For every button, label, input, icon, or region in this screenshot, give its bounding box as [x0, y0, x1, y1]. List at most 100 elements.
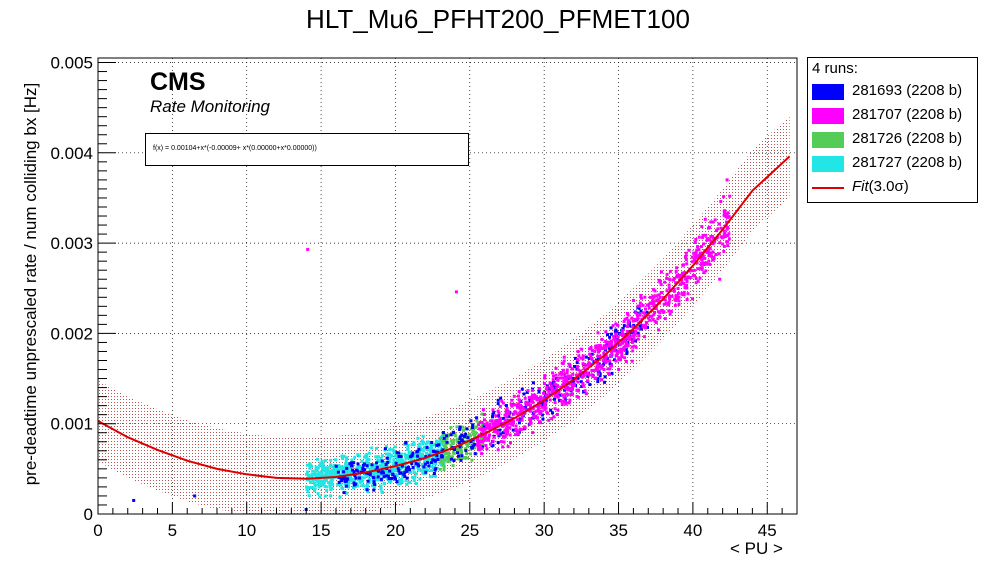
- data-point-1-273: [625, 312, 629, 315]
- data-point-3-378: [366, 490, 370, 494]
- data-point-1-74: [519, 403, 522, 407]
- data-point-0-371: [440, 455, 444, 459]
- data-point-0-103: [379, 477, 383, 481]
- data-point-3-663: [415, 452, 419, 456]
- data-point-0-309: [481, 445, 485, 449]
- data-point-1-180: [719, 226, 723, 230]
- data-point-3-699: [392, 450, 396, 454]
- data-point-3-196: [306, 490, 310, 494]
- data-point-1-783: [480, 439, 483, 443]
- data-point-3-491: [365, 458, 369, 462]
- data-point-1-680: [487, 437, 491, 441]
- data-point-3-516: [344, 482, 348, 485]
- data-point-1-506: [480, 452, 484, 456]
- data-point-1-453: [690, 269, 694, 273]
- data-point-1-334: [508, 433, 512, 437]
- data-point-1-435: [607, 373, 611, 376]
- data-point-1-194: [726, 244, 730, 247]
- data-point-3-398: [397, 478, 401, 482]
- data-point-2-44: [471, 432, 475, 436]
- data-point-1-352: [566, 380, 570, 384]
- data-point-1-598: [581, 357, 585, 361]
- data-point-0-313: [470, 445, 474, 449]
- data-point-0-110: [365, 488, 369, 492]
- data-point-1-688: [705, 262, 709, 266]
- data-point-0-332: [525, 390, 529, 394]
- data-point-0-376: [452, 459, 456, 463]
- data-point-1-380: [697, 235, 701, 239]
- data-point-0-318: [576, 376, 580, 380]
- data-point-1-686: [685, 283, 689, 287]
- data-point-1-169: [594, 346, 598, 350]
- data-point-1-158: [709, 235, 713, 238]
- data-point-1-43: [677, 299, 681, 303]
- data-point-1-658: [672, 278, 675, 282]
- data-point-1-305: [590, 349, 594, 352]
- data-point-0-337: [396, 467, 400, 471]
- data-point-1-646: [694, 237, 698, 241]
- data-point-1-281: [598, 354, 602, 358]
- data-point-2-74: [461, 425, 465, 429]
- data-point-1-698: [491, 408, 495, 412]
- data-point-1-387: [702, 263, 706, 266]
- outlier-point-6: [725, 178, 729, 182]
- data-point-3-697: [366, 465, 370, 469]
- data-point-3-129: [348, 464, 351, 468]
- data-point-1-832: [582, 366, 586, 370]
- data-point-2-49: [451, 464, 455, 468]
- data-point-1-187: [610, 343, 614, 347]
- data-point-0-347: [458, 425, 462, 429]
- data-point-1-495: [564, 379, 568, 383]
- data-point-1-647: [593, 359, 597, 363]
- plot-frame: [97, 57, 798, 515]
- data-point-1-242: [644, 324, 647, 328]
- data-point-0-378: [541, 417, 545, 421]
- data-point-1-505: [505, 432, 509, 436]
- data-point-3-335: [399, 457, 403, 460]
- data-point-1-650: [549, 386, 553, 390]
- data-point-1-643: [632, 337, 636, 341]
- data-point-0-187: [336, 470, 340, 474]
- data-point-3-295: [401, 475, 405, 479]
- data-point-3-605: [387, 452, 391, 456]
- data-point-3-599: [314, 465, 318, 469]
- data-point-0-48: [385, 474, 389, 478]
- data-point-3-308: [414, 482, 418, 485]
- data-point-1-343: [664, 301, 668, 305]
- data-point-3-499: [347, 485, 350, 489]
- data-point-0-196: [603, 375, 607, 379]
- data-point-0-152: [537, 390, 541, 394]
- data-point-1-764: [726, 240, 729, 244]
- data-point-1-185: [643, 335, 647, 339]
- data-point-1-10: [603, 358, 607, 362]
- data-point-1-340: [622, 345, 626, 349]
- data-point-3-460: [394, 453, 398, 456]
- data-point-2-91: [444, 445, 448, 449]
- data-point-0-273: [465, 427, 469, 431]
- data-point-0-178: [337, 480, 341, 484]
- data-point-1-104: [569, 376, 573, 380]
- data-point-1-720: [607, 344, 611, 348]
- data-point-1-149: [576, 364, 579, 368]
- data-point-1-431: [494, 422, 498, 426]
- data-point-1-470: [651, 318, 655, 322]
- data-point-0-403: [603, 380, 606, 384]
- data-point-3-320: [393, 473, 397, 477]
- data-point-1-781: [597, 350, 600, 354]
- data-point-0-139: [442, 431, 445, 435]
- data-point-3-28: [362, 484, 366, 488]
- data-point-1-539: [641, 311, 645, 315]
- data-point-3-253: [341, 487, 345, 491]
- data-point-1-726: [563, 382, 567, 386]
- data-point-1-425: [542, 396, 546, 400]
- data-point-1-711: [583, 389, 587, 393]
- data-point-0-232: [391, 472, 395, 476]
- data-point-3-264: [388, 457, 392, 460]
- data-point-0-336: [517, 421, 521, 425]
- data-point-1-736: [600, 347, 604, 350]
- data-point-0-67: [397, 469, 401, 472]
- data-point-1-211: [632, 298, 635, 302]
- data-point-0-415: [343, 479, 347, 483]
- data-point-2-112: [441, 438, 445, 442]
- data-point-1-26: [639, 296, 643, 300]
